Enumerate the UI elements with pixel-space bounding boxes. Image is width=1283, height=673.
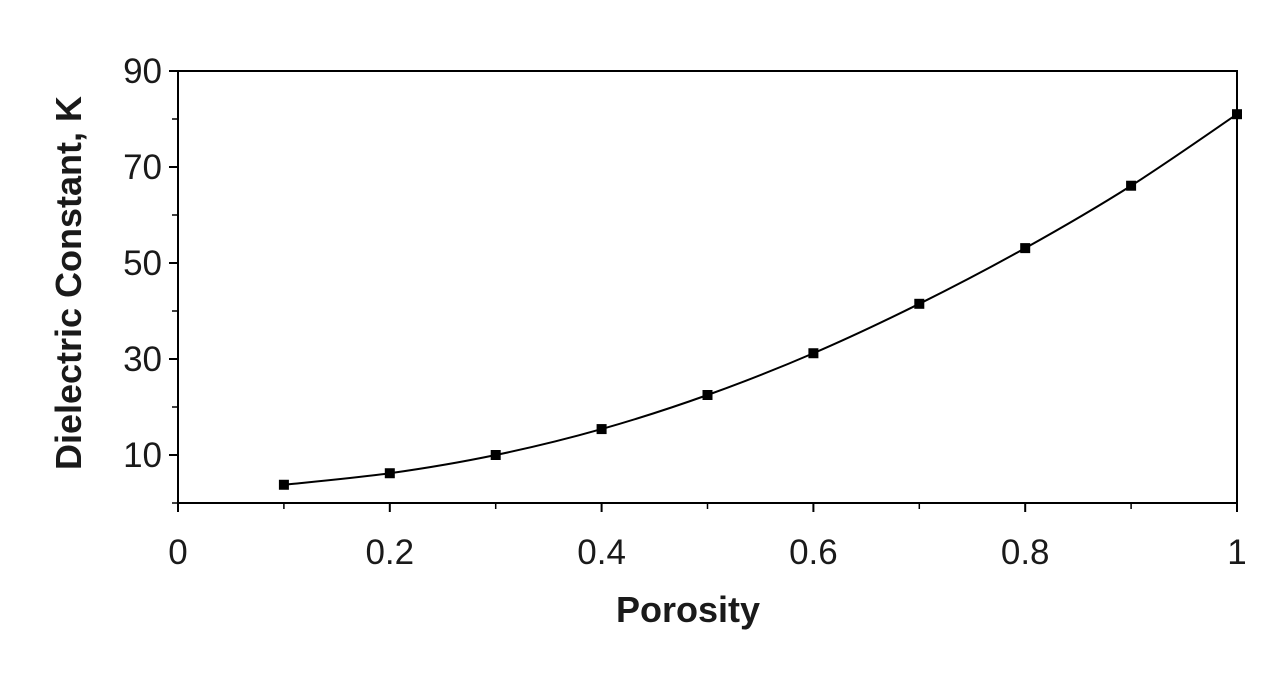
x-tick-label: 0.6 bbox=[789, 533, 838, 572]
data-point-marker bbox=[914, 298, 925, 309]
x-tick-label: 0 bbox=[168, 533, 187, 572]
y-tick-label: 10 bbox=[123, 436, 162, 475]
series-line bbox=[283, 113, 1238, 486]
y-tick-labels: 10 30 50 70 90 bbox=[123, 52, 162, 475]
data-point-marker bbox=[278, 479, 289, 490]
y-tick-label: 30 bbox=[123, 340, 162, 379]
data-point-marker bbox=[490, 450, 501, 460]
data-point-marker bbox=[1020, 243, 1031, 254]
data-point-marker bbox=[1126, 180, 1137, 191]
x-tick-label: 1 bbox=[1227, 533, 1246, 572]
x-minor-ticks bbox=[283, 503, 1132, 509]
plot-frame bbox=[177, 70, 1238, 504]
x-ticks bbox=[177, 503, 1238, 512]
data-point-marker bbox=[702, 390, 713, 400]
x-tick-labels: 0 0.2 0.4 0.6 0.8 1 bbox=[168, 533, 1246, 572]
x-tick-label: 0.8 bbox=[1001, 533, 1050, 572]
y-axis-title: Dielectric Constant, K bbox=[48, 96, 89, 470]
x-axis-title: Porosity bbox=[616, 589, 760, 630]
data-point-marker bbox=[1232, 109, 1242, 120]
x-tick-label: 0.2 bbox=[365, 533, 414, 572]
y-tick-label: 50 bbox=[123, 244, 162, 283]
y-major-ticks bbox=[169, 70, 178, 456]
data-point-marker bbox=[384, 468, 395, 479]
x-tick-label: 0.4 bbox=[577, 533, 626, 572]
data-point-marker bbox=[596, 424, 607, 435]
y-tick-label: 90 bbox=[123, 52, 162, 91]
data-markers bbox=[278, 109, 1242, 490]
y-tick-label: 70 bbox=[123, 148, 162, 187]
data-point-marker bbox=[808, 348, 819, 359]
